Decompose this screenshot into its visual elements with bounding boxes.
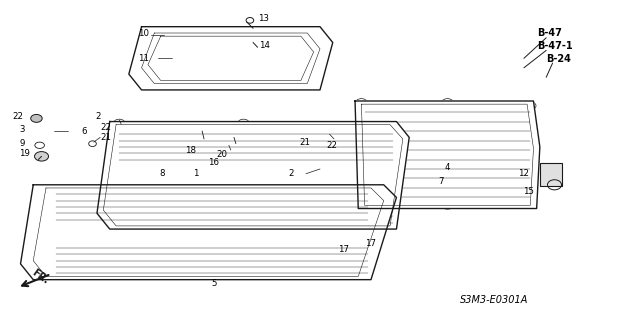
Polygon shape <box>20 185 396 280</box>
Ellipse shape <box>284 165 305 179</box>
Text: 3: 3 <box>19 125 25 134</box>
Polygon shape <box>355 101 540 209</box>
Ellipse shape <box>159 207 220 248</box>
Text: FR.: FR. <box>30 267 51 286</box>
Text: 17: 17 <box>365 239 376 248</box>
Text: B-47: B-47 <box>537 28 561 38</box>
Text: 22: 22 <box>100 123 111 132</box>
Text: 18: 18 <box>185 145 196 154</box>
Ellipse shape <box>56 209 81 227</box>
Ellipse shape <box>236 213 296 254</box>
Ellipse shape <box>298 228 323 246</box>
Text: S3M3-E0301A: S3M3-E0301A <box>460 295 529 305</box>
Text: 17: 17 <box>338 245 349 254</box>
Text: 16: 16 <box>209 158 220 167</box>
Text: 10: 10 <box>138 28 149 38</box>
Text: 21: 21 <box>300 137 310 147</box>
Text: 19: 19 <box>19 149 30 158</box>
Text: 2: 2 <box>288 169 294 178</box>
Ellipse shape <box>31 115 42 122</box>
Text: 8: 8 <box>159 169 165 178</box>
Text: 2: 2 <box>96 112 101 121</box>
Text: 4: 4 <box>444 163 450 172</box>
Ellipse shape <box>428 119 467 146</box>
Text: B-47-1: B-47-1 <box>537 41 572 51</box>
Ellipse shape <box>205 152 256 186</box>
Ellipse shape <box>221 162 241 176</box>
Text: 12: 12 <box>518 169 529 178</box>
Ellipse shape <box>339 233 365 250</box>
Text: 20: 20 <box>217 150 228 159</box>
Polygon shape <box>97 122 409 229</box>
Text: 15: 15 <box>523 187 534 196</box>
Ellipse shape <box>269 155 320 189</box>
Text: 11: 11 <box>138 54 149 63</box>
Text: 13: 13 <box>257 14 269 23</box>
Ellipse shape <box>381 110 419 137</box>
Bar <box>540 163 562 186</box>
Ellipse shape <box>105 150 134 169</box>
Ellipse shape <box>35 152 49 161</box>
Text: 22: 22 <box>13 112 24 121</box>
Text: 5: 5 <box>212 279 217 288</box>
Text: 1: 1 <box>193 169 198 178</box>
Ellipse shape <box>331 169 360 188</box>
Polygon shape <box>129 27 333 90</box>
Text: 21: 21 <box>100 133 111 142</box>
Text: 9: 9 <box>19 139 24 148</box>
Text: 7: 7 <box>438 177 444 186</box>
Text: 14: 14 <box>259 41 271 50</box>
Ellipse shape <box>83 201 143 242</box>
Ellipse shape <box>473 129 511 156</box>
Text: 6: 6 <box>81 127 86 136</box>
Ellipse shape <box>154 159 174 173</box>
Text: B-24: B-24 <box>546 54 571 64</box>
Text: 22: 22 <box>326 141 337 150</box>
Ellipse shape <box>138 148 189 183</box>
